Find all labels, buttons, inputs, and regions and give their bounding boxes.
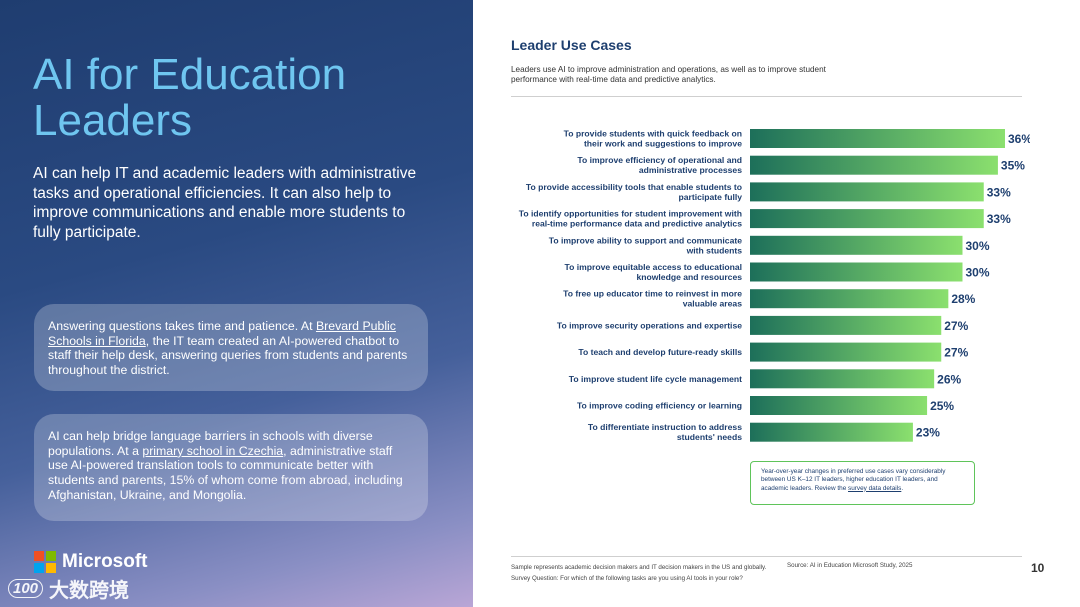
- left-panel: AI for Education Leaders AI can help IT …: [0, 0, 473, 607]
- category-label-4: To identify opportunities for student im…: [519, 209, 742, 229]
- bar-3: [750, 182, 984, 202]
- czechia-link[interactable]: primary school in Czechia: [142, 443, 284, 458]
- value-label-8: 27%: [944, 319, 968, 333]
- bar-12: [750, 422, 913, 442]
- category-label-1: To provide students with quick feedback …: [564, 129, 743, 149]
- category-label-7: To free up educator time to reinvest in …: [563, 289, 742, 309]
- note-text-pre: Year-over-year changes in preferred use …: [761, 468, 946, 492]
- value-label-3: 33%: [987, 185, 1011, 199]
- footer-notes: Sample represents academic decision make…: [511, 562, 766, 584]
- survey-note-box: Year-over-year changes in preferred use …: [750, 461, 975, 505]
- card2-text-pre: AI can help bridge language barriers in …: [48, 429, 373, 458]
- case-study-card-brevard: Answering questions takes time and patie…: [34, 304, 428, 391]
- category-label-2: To improve efficiency of operational and…: [577, 155, 742, 175]
- card1-text-post: , the IT team created an AI-powered chat…: [48, 333, 408, 378]
- bar-2: [750, 155, 998, 175]
- microsoft-logo-icon: [34, 551, 56, 573]
- category-label-5: To improve ability to support and commun…: [549, 235, 742, 255]
- value-label-12: 23%: [916, 426, 940, 440]
- footer-source: Source: AI in Education Microsoft Study,…: [787, 562, 913, 569]
- watermark: 100 大数跨境: [8, 574, 129, 603]
- category-label-9: To teach and develop future-ready skills: [578, 347, 742, 357]
- logo-square-yellow: [46, 563, 56, 573]
- category-label-11: To improve coding efficiency or learning: [577, 401, 742, 411]
- top-divider: [511, 96, 1022, 97]
- microsoft-logo: Microsoft: [34, 551, 148, 573]
- bar-4: [750, 209, 984, 229]
- logo-square-green: [46, 551, 56, 561]
- value-label-10: 26%: [937, 372, 961, 386]
- value-label-5: 30%: [966, 239, 990, 253]
- note-text-post: .: [901, 484, 904, 492]
- value-label-1: 36%: [1008, 132, 1030, 146]
- watermark-text: 大数跨境: [49, 580, 130, 602]
- case-study-card-czechia: AI can help bridge language barriers in …: [34, 414, 428, 521]
- card1-text-pre: Answering questions takes time and patie…: [48, 319, 316, 333]
- footer-sample-text: Sample represents academic decision make…: [511, 564, 767, 571]
- chart-heading: Leader Use Cases: [511, 37, 632, 53]
- card2-text-post: , administrative staff use AI-powered tr…: [48, 443, 403, 502]
- logo-square-red: [34, 551, 44, 561]
- logo-square-blue: [34, 563, 44, 573]
- bar-8: [750, 315, 942, 335]
- category-label-10: To improve student life cycle management: [569, 374, 742, 384]
- category-label-12: To differentiate instruction to address s…: [588, 422, 742, 442]
- brevard-link[interactable]: Brevard Public Schools in Florida: [48, 319, 396, 348]
- intro-paragraph: AI can help IT and academic leaders with…: [33, 165, 417, 241]
- chart-bars: 36% To provide students with quick feedba…: [519, 129, 1030, 443]
- bar-11: [750, 396, 928, 415]
- value-label-9: 27%: [944, 346, 968, 360]
- value-label-7: 28%: [951, 292, 975, 306]
- value-label-6: 30%: [966, 266, 990, 280]
- chart-subtitle: Leaders use AI to improve administration…: [511, 65, 826, 84]
- value-label-11: 25%: [930, 399, 954, 413]
- use-cases-bar-chart: 36% To provide students with quick feedba…: [519, 129, 1030, 443]
- watermark-icon: 100: [8, 579, 44, 598]
- microsoft-wordmark: Microsoft: [62, 551, 148, 572]
- value-label-4: 33%: [987, 212, 1011, 226]
- value-label-2: 35%: [1001, 159, 1025, 173]
- bar-5: [750, 235, 963, 255]
- bar-10: [750, 369, 935, 389]
- bar-1: [750, 129, 1005, 148]
- category-label-8: To improve security operations and exper…: [557, 320, 742, 330]
- bar-6: [750, 262, 963, 282]
- page-number: 10: [1031, 561, 1045, 575]
- bar-9: [750, 342, 942, 362]
- bottom-divider: [511, 556, 1022, 557]
- footer-survey-question: Survey Question: For which of the follow…: [511, 575, 743, 582]
- category-label-3: To provide accessibility tools that enab…: [526, 182, 742, 202]
- survey-data-details-link[interactable]: survey data details: [848, 484, 902, 492]
- bar-7: [750, 289, 949, 309]
- category-label-6: To improve equitable access to education…: [565, 262, 743, 282]
- page-title: AI for Education Leaders: [33, 50, 347, 145]
